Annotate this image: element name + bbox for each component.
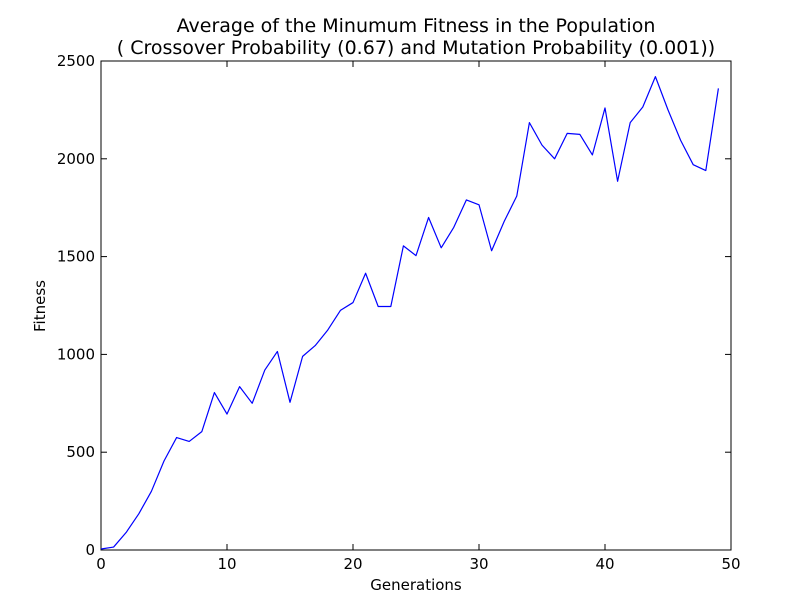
y-tick-label: 2500	[57, 52, 95, 70]
x-tick-label: 10	[217, 555, 236, 573]
plot-area	[100, 60, 732, 551]
x-tick-label: 20	[343, 555, 362, 573]
y-tick-label: 500	[66, 443, 95, 461]
chart-subtitle: ( Crossover Probability (0.67) and Mutat…	[117, 37, 715, 59]
x-tick-label: 40	[595, 555, 614, 573]
series-group	[100, 76, 719, 550]
x-tick-label: 0	[96, 555, 106, 573]
x-axis-label: Generations	[370, 576, 462, 594]
y-axis-label: Fitness	[31, 280, 49, 332]
series-line	[100, 76, 719, 550]
x-tick-label: 30	[469, 555, 488, 573]
y-tick-label: 0	[85, 541, 95, 559]
y-tick-label: 1000	[57, 345, 95, 363]
y-tick-label: 2000	[57, 150, 95, 168]
plot-frame	[100, 60, 732, 551]
chart-title: Average of the Minumum Fitness in the Po…	[177, 15, 656, 37]
x-tick-label: 50	[721, 555, 740, 573]
y-tick-label: 1500	[57, 248, 95, 266]
